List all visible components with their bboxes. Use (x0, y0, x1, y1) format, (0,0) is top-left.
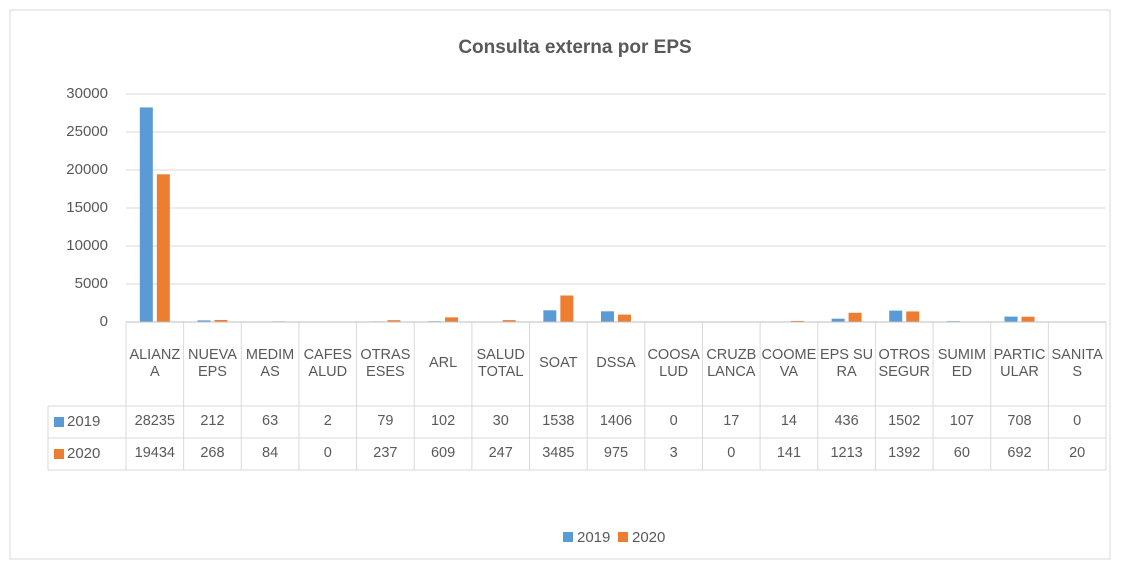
row-label: 2020 (67, 445, 100, 462)
bar (1021, 316, 1035, 322)
category-label: SOAT (539, 355, 578, 372)
category-label: EPS SURA (819, 346, 874, 380)
table-value: 0 (1073, 413, 1082, 430)
category-label: SALUD TOTAL (476, 346, 525, 380)
table-value: 1392 (888, 445, 921, 462)
table-value: 79 (377, 413, 394, 430)
category-label: ARL (428, 355, 458, 372)
bar (214, 319, 228, 322)
table-value: 63 (262, 413, 279, 430)
category-label: ALIANZA (129, 346, 181, 380)
legend-label: 2019 (577, 529, 610, 546)
table-value: 141 (776, 445, 802, 462)
category-label: COOMEVA (761, 346, 817, 380)
table-value: 107 (949, 413, 974, 430)
legend-key (54, 417, 64, 427)
bar (601, 311, 614, 322)
table-value: 14 (780, 413, 797, 430)
table-value: 1406 (599, 413, 633, 430)
table-value: 28235 (134, 413, 175, 430)
category-label: DSSA (596, 355, 636, 372)
y-tick-label: 15000 (66, 199, 108, 216)
table-value: 30 (492, 413, 509, 430)
category-label: NUEVA EPS (188, 346, 237, 380)
category-label: MEDIMAS (245, 346, 295, 380)
y-tick-label: 25000 (66, 123, 108, 140)
legend-key (54, 449, 64, 459)
bar (560, 295, 574, 322)
y-tick-label: 5000 (75, 275, 108, 292)
table-value: 60 (953, 445, 970, 462)
table-value: 436 (834, 413, 859, 430)
table-value: 19434 (134, 445, 175, 462)
bar (831, 318, 845, 322)
y-tick-label: 10000 (66, 237, 108, 254)
category-label: COOSALUD (647, 346, 700, 380)
category-label: SANITAS (1051, 346, 1103, 380)
bar (445, 317, 459, 322)
y-tick-label: 30000 (66, 85, 108, 102)
table-value: 17 (723, 413, 740, 430)
table-value: 268 (200, 445, 225, 462)
legend-key (563, 532, 573, 542)
table-value: 1213 (830, 445, 863, 462)
table-value: 84 (262, 445, 279, 462)
bar (1004, 316, 1018, 322)
table-value: 0 (669, 413, 678, 430)
category-label: OTROS SEGUR (878, 346, 931, 380)
chart-title: Consulta externa por EPS (458, 37, 691, 58)
category-label: CAFESALUD (303, 346, 352, 380)
bar (543, 310, 557, 322)
bar (618, 314, 631, 322)
table-value: 247 (488, 445, 513, 462)
legend-key (618, 532, 628, 542)
bar (156, 174, 170, 322)
table-value: 212 (200, 413, 225, 430)
table-value: 708 (1007, 413, 1032, 430)
table-value: 1502 (888, 413, 921, 430)
bar (139, 107, 153, 322)
table-value: 975 (603, 445, 629, 462)
table-value: 2 (323, 413, 332, 430)
bar (790, 320, 804, 322)
table-value: 102 (430, 413, 456, 430)
category-label: CRUZBLANCA (706, 346, 757, 380)
bar (502, 320, 516, 322)
category-label: SUMIMED (937, 346, 987, 380)
table-value: 3 (669, 445, 678, 462)
bar (889, 310, 903, 322)
y-tick-label: 0 (100, 313, 108, 330)
bar (387, 320, 401, 322)
row-label: 2019 (67, 413, 100, 430)
table-value: 237 (373, 445, 398, 462)
table-value: 0 (727, 445, 736, 462)
y-tick-label: 20000 (66, 161, 108, 178)
table-value: 3485 (542, 445, 575, 462)
table-value: 20 (1069, 445, 1086, 462)
table-value: 692 (1007, 445, 1032, 462)
bar (197, 320, 211, 322)
bar (848, 312, 862, 322)
table-value: 1538 (542, 413, 575, 430)
table-value: 609 (430, 445, 456, 462)
legend-label: 2020 (632, 529, 665, 546)
bar (906, 311, 920, 322)
table-value: 0 (323, 445, 332, 462)
category-label: PARTICULAR (993, 346, 1046, 380)
category-label: OTRAS ESES (360, 346, 411, 380)
